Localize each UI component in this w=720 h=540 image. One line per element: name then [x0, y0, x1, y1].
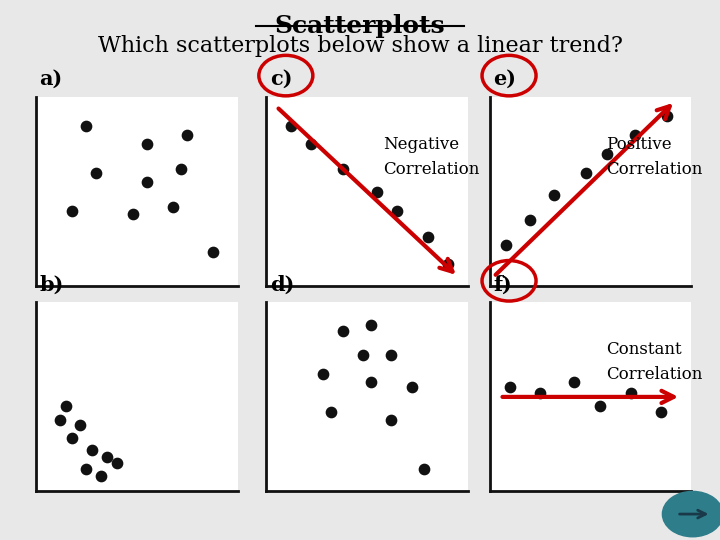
Text: Constant: Constant — [606, 341, 682, 358]
Point — [386, 351, 397, 360]
Point — [366, 377, 377, 386]
Point — [181, 131, 193, 139]
Point — [95, 472, 107, 481]
Point — [176, 165, 187, 173]
Point — [55, 415, 66, 424]
Point — [418, 464, 429, 473]
Circle shape — [662, 491, 720, 537]
Point — [386, 415, 397, 424]
Text: Which scatterplots below show a linear trend?: Which scatterplots below show a linear t… — [98, 35, 622, 57]
Text: a): a) — [40, 69, 63, 89]
Text: b): b) — [40, 274, 64, 294]
Text: Correlation: Correlation — [606, 160, 703, 178]
Point — [60, 402, 72, 411]
Point — [285, 122, 297, 130]
Point — [534, 389, 546, 397]
Text: Negative: Negative — [383, 136, 459, 153]
Point — [305, 140, 317, 149]
Point — [111, 459, 122, 468]
Point — [337, 165, 348, 173]
Point — [392, 206, 403, 215]
Point — [629, 131, 641, 139]
Point — [81, 122, 92, 130]
Point — [366, 321, 377, 329]
Point — [372, 187, 383, 196]
Point — [127, 210, 138, 219]
Point — [141, 178, 153, 187]
Point — [207, 248, 219, 256]
Point — [504, 383, 516, 392]
Point — [580, 168, 592, 177]
Text: Positive: Positive — [606, 136, 672, 153]
Point — [101, 453, 112, 462]
Text: c): c) — [270, 69, 292, 89]
Point — [549, 191, 560, 200]
Point — [625, 389, 636, 397]
Point — [337, 326, 348, 335]
Point — [595, 402, 606, 411]
Point — [357, 351, 369, 360]
Point — [317, 370, 328, 379]
Point — [422, 233, 433, 241]
Point — [655, 408, 667, 416]
Point — [75, 421, 86, 430]
Point — [500, 240, 511, 249]
Point — [442, 259, 454, 268]
Point — [66, 206, 78, 215]
Text: d): d) — [270, 274, 294, 294]
Point — [141, 140, 153, 149]
Text: Scatterplots: Scatterplots — [275, 14, 445, 37]
Point — [81, 464, 92, 473]
Point — [325, 408, 337, 416]
Point — [66, 434, 78, 443]
Point — [406, 383, 418, 392]
Point — [569, 377, 580, 386]
Point — [167, 202, 179, 211]
Text: Correlation: Correlation — [606, 366, 703, 383]
Point — [86, 446, 98, 454]
Point — [661, 112, 672, 120]
Point — [524, 215, 536, 225]
Point — [600, 150, 612, 158]
Text: e): e) — [493, 69, 516, 89]
Text: Correlation: Correlation — [383, 160, 480, 178]
Point — [91, 168, 102, 177]
Text: f): f) — [493, 274, 512, 294]
